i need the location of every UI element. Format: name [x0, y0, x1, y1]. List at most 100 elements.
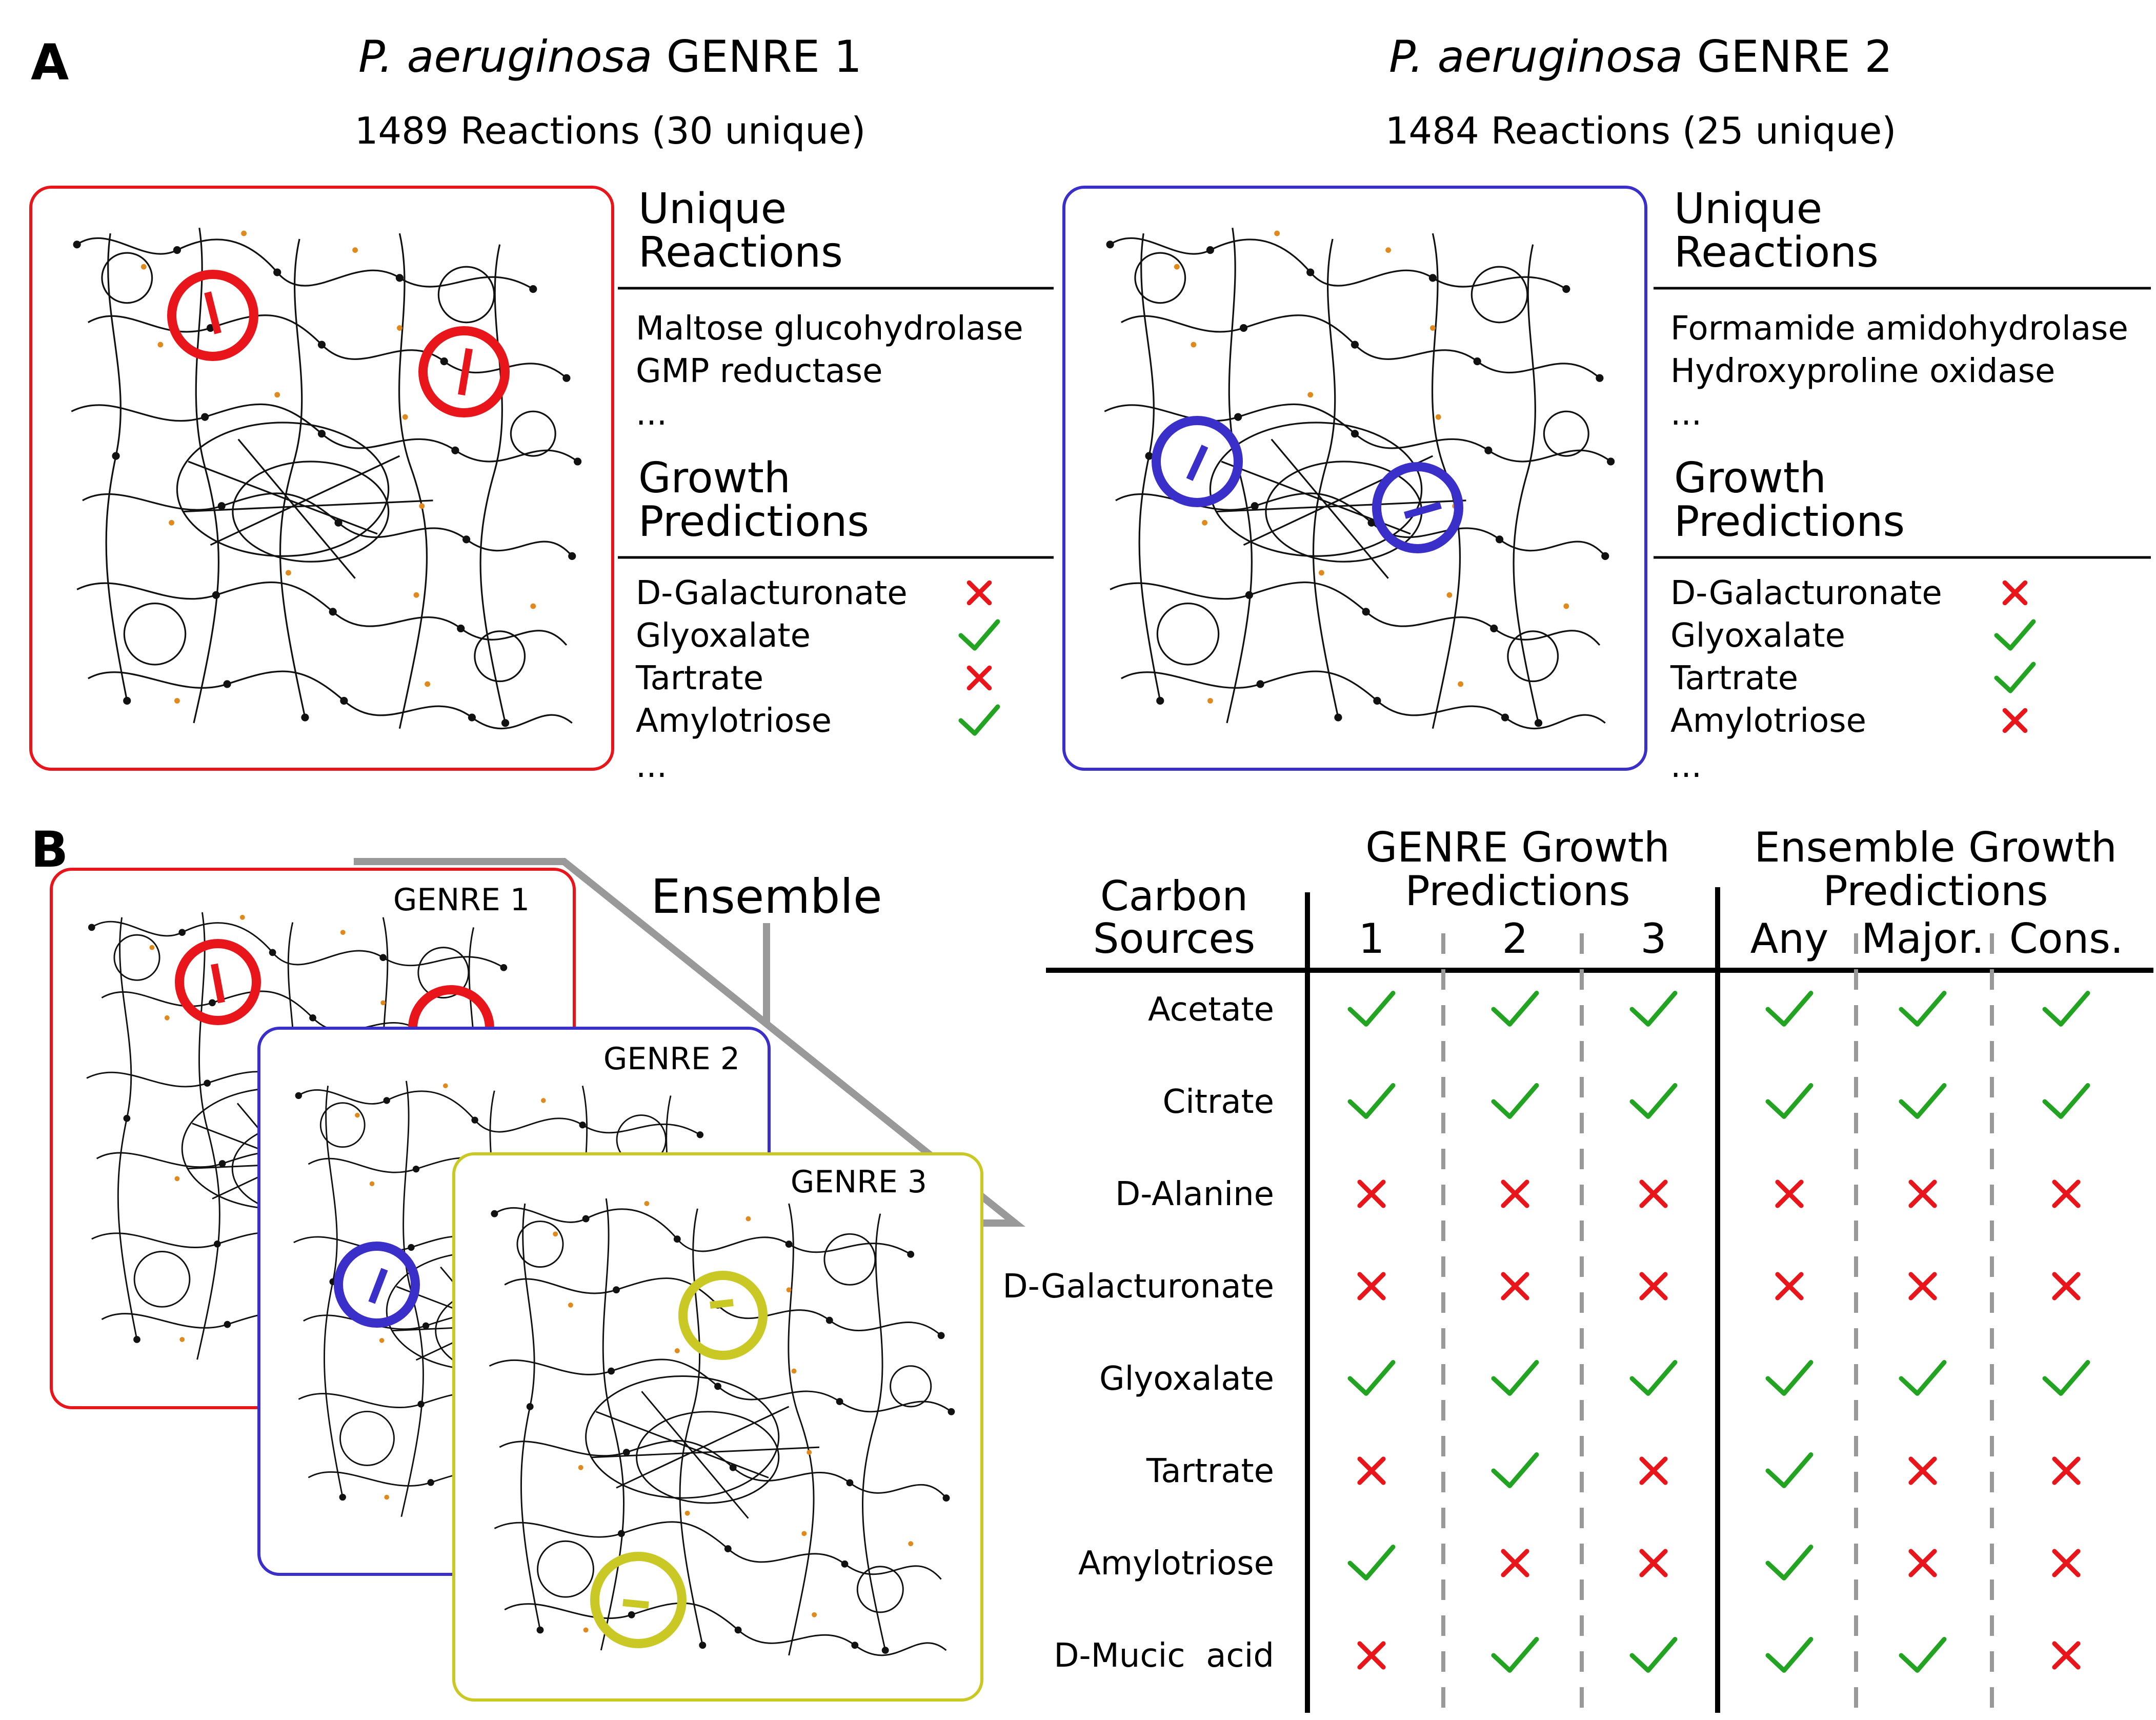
- check-icon: [1765, 1452, 1814, 1488]
- prediction-label: Tartrate: [1670, 659, 1798, 697]
- panel-a-letter: A: [31, 34, 69, 91]
- cross-icon: [1908, 1549, 1937, 1577]
- check-icon: [1491, 1637, 1539, 1673]
- reaction-arrow-icon: [458, 348, 473, 396]
- prediction-label: Glyoxalate: [636, 617, 811, 655]
- column-header: Major.: [1861, 915, 1984, 963]
- genre1-title-species: P. aeruginosa: [358, 31, 652, 83]
- table-row: D-Mucic acid: [1054, 1637, 2081, 1675]
- reaction-arrow-icon: [622, 1599, 649, 1609]
- genre2-reaction-2: Hydroxyproline oxidase: [1670, 352, 2055, 390]
- genre2-title-name: GENRE 2: [1683, 31, 1892, 83]
- highlight-circle-icon: [590, 1552, 687, 1648]
- table-row: D-Alanine: [1115, 1175, 2081, 1213]
- genre3-card-label: GENRE 3: [791, 1164, 927, 1200]
- check-icon: [1765, 1360, 1814, 1396]
- check-icon: [1491, 991, 1539, 1027]
- header-genre-1: GENRE Growth: [1365, 824, 1670, 871]
- highlight-circle-icon: [1372, 462, 1463, 553]
- genre2-summary: P. aeruginosa GENRE 2 1484 Reactions (25…: [1062, 31, 2151, 785]
- table-row: Tartrate: [1146, 1452, 2081, 1490]
- carbon-source-label: Glyoxalate: [1099, 1360, 1274, 1398]
- table-rows: Acetate Citrate D-Alanine D-Galacturonate Gl…: [1002, 991, 2090, 1675]
- check-icon: [1994, 662, 2036, 693]
- prediction-label: Amylotriose: [636, 702, 832, 740]
- check-icon: [1899, 1083, 1947, 1119]
- cross-icon: [1908, 1272, 1937, 1301]
- check-icon: [1347, 1545, 1396, 1581]
- genre1-growth-heading-2: Predictions: [638, 497, 869, 546]
- genre2-reaction-count: 1484 Reactions (25 unique): [1385, 109, 1897, 152]
- table-row: Glyoxalate: [1099, 1360, 2090, 1398]
- check-icon: [1994, 619, 2036, 651]
- column-header: Any: [1750, 915, 1829, 963]
- check-icon: [1347, 1083, 1396, 1119]
- genre2-unique-heading-1: Unique: [1674, 185, 1822, 233]
- genre1-reaction-1: Maltose glucohydrolase: [636, 310, 1023, 348]
- cross-icon: [2052, 1641, 2081, 1670]
- column-header: 1: [1359, 915, 1385, 963]
- column-header: 2: [1502, 915, 1528, 963]
- column-header: Cons.: [2009, 915, 2124, 963]
- carbon-source-label: Tartrate: [1146, 1452, 1274, 1490]
- check-icon: [1629, 1083, 1678, 1119]
- highlight-circle-icon: [167, 270, 258, 361]
- growth-prediction-table: Carbon Sources GENRE Growth Predictions …: [1002, 824, 2153, 1713]
- cross-icon: [1639, 1272, 1668, 1301]
- panel-b: B Ensemble GENRE 1 GENRE 2 GENRE 3: [31, 821, 2153, 1713]
- header-genre-2: Predictions: [1405, 867, 1630, 915]
- carbon-source-label: Acetate: [1148, 991, 1274, 1029]
- cross-icon: [2002, 708, 2028, 733]
- cross-icon: [1501, 1272, 1529, 1301]
- prediction-label: D-Galacturonate: [1670, 574, 1942, 612]
- prediction-label: Tartrate: [635, 659, 763, 697]
- check-icon: [1491, 1360, 1539, 1396]
- table-row: Citrate: [1162, 1083, 2090, 1121]
- check-icon: [2042, 1360, 2090, 1396]
- genre1-network-frame: [29, 186, 614, 771]
- check-icon: [1491, 1083, 1539, 1119]
- column-headers: 1 2 3 Any Major. Cons.: [1359, 915, 2124, 963]
- highlight-circle-icon: [175, 939, 261, 1025]
- genre1-summary: P. aeruginosa GENRE 1 1489 Reactions (30…: [29, 31, 1054, 785]
- cross-icon: [2002, 580, 2028, 606]
- genre2-title: P. aeruginosa GENRE 2: [1389, 31, 1892, 83]
- check-icon: [2042, 991, 2090, 1027]
- cross-icon: [966, 580, 992, 606]
- table-row: Amylotriose: [1078, 1545, 2081, 1583]
- check-icon: [1629, 1360, 1678, 1396]
- genre2-predictions-list: D-Galacturonate Glyoxalate Tartrate Amylotr…: [1670, 574, 2036, 740]
- header-carbon-2: Sources: [1093, 915, 1255, 963]
- prediction-label: Glyoxalate: [1670, 617, 1845, 655]
- genre2-reaction-1: Formamide amidohydrolase: [1670, 310, 2128, 348]
- cross-icon: [1357, 1179, 1386, 1208]
- check-icon: [1347, 1360, 1396, 1396]
- header-carbon-1: Carbon: [1100, 872, 1248, 920]
- genre2-title-species: P. aeruginosa: [1389, 31, 1683, 83]
- cross-icon: [1639, 1549, 1668, 1577]
- cross-icon: [1908, 1456, 1937, 1485]
- header-ensemble-2: Predictions: [1823, 867, 2048, 915]
- reaction-arrow-icon: [211, 963, 225, 1004]
- genre1-growth-heading-1: Growth: [638, 454, 791, 503]
- cross-icon: [1775, 1179, 1804, 1208]
- highlight-circle-icon: [1152, 416, 1243, 507]
- check-icon: [1765, 1637, 1814, 1673]
- prediction-label: Amylotriose: [1670, 702, 1866, 740]
- cross-icon: [1639, 1179, 1668, 1208]
- cross-icon: [2052, 1549, 2081, 1577]
- genre3-card-frame: [452, 1152, 983, 1702]
- genre1-reaction-more: ...: [636, 395, 667, 433]
- carbon-source-label: Citrate: [1162, 1083, 1274, 1121]
- cross-icon: [1501, 1179, 1529, 1208]
- check-icon: [1765, 1083, 1814, 1119]
- cross-icon: [1357, 1272, 1386, 1301]
- cross-icon: [2052, 1456, 2081, 1485]
- prediction-label: D-Galacturonate: [636, 574, 908, 612]
- genre-stack-card-3: GENRE 3: [452, 1152, 983, 1702]
- highlight-circle-icon: [678, 1271, 768, 1360]
- carbon-source-label: Amylotriose: [1078, 1545, 1274, 1583]
- column-header: 3: [1641, 915, 1667, 963]
- cross-icon: [1501, 1549, 1529, 1577]
